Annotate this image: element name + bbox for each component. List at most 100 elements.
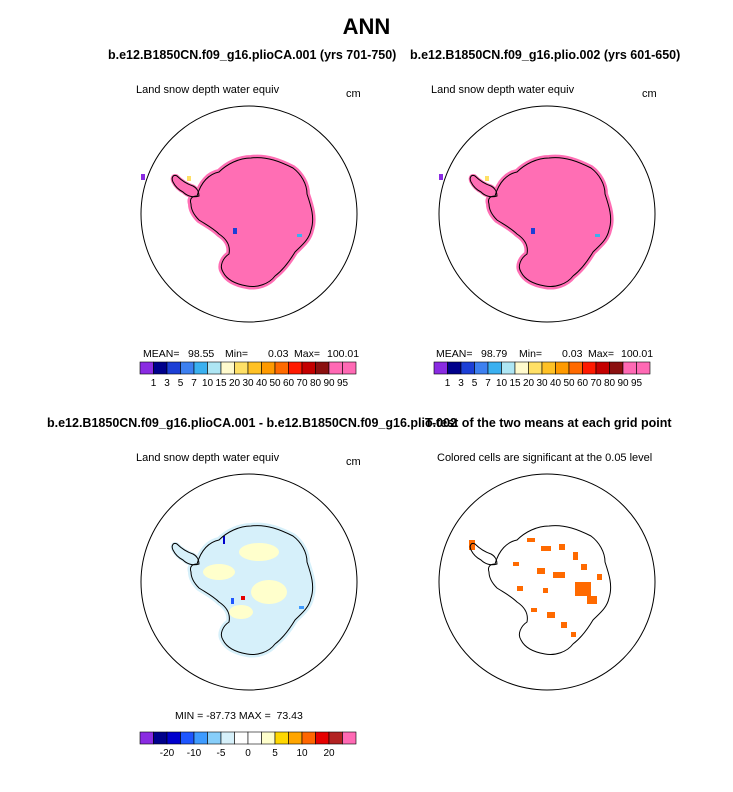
panel1-field — [141, 158, 313, 287]
panel2-colorbar-tick-label: 95 — [631, 378, 643, 389]
panel1-colorbar-swatch — [220, 361, 235, 375]
panel2-colorbar-swatch — [609, 361, 624, 375]
panel1-units: cm — [346, 88, 361, 100]
panel2-colorbar: 1 3 5 7 10 15 20 30 40 50 60 70 80 90 95 — [433, 361, 651, 389]
panel1-colorbar-tick-label: 30 — [242, 378, 254, 389]
panel2-colorbar-swatch — [541, 361, 556, 375]
panel1-colorbar-swatch — [139, 361, 154, 375]
panel1-mean-label: MEAN= — [143, 348, 180, 360]
panel3-colorbar-swatch — [166, 731, 181, 745]
panel1-colorbar-tick-label: 1 — [151, 378, 157, 389]
panel2-colorbar-tick-label: 5 — [472, 378, 478, 389]
panel2-colorbar-tick-label: 30 — [536, 378, 548, 389]
panel3-colorbar-tick-label: 0 — [245, 748, 251, 759]
panel2-colorbar-swatch — [555, 361, 570, 375]
panel3-colorbar-swatch — [328, 731, 343, 745]
panel2-colorbar-tick-label: 1 — [445, 378, 451, 389]
panel3-colorbar-swatch — [301, 731, 316, 745]
panel1-colorbar-tick-label: 90 — [323, 378, 335, 389]
panel1-colorbar-swatch — [207, 361, 222, 375]
panel3-units: cm — [346, 456, 361, 468]
panel3-colorbar-tick-label: -20 — [160, 748, 175, 759]
panel1-colorbar-tick-label: 5 — [178, 378, 184, 389]
panel1-colorbar-swatch — [342, 361, 357, 375]
panel3-colorbar-swatch — [342, 731, 357, 745]
panel2-colorbar-swatch — [568, 361, 583, 375]
panel2-colorbar-tick-label: 60 — [577, 378, 589, 389]
panel1-colorbar-swatch — [315, 361, 330, 375]
panel1-min-value: 0.03 — [268, 348, 289, 360]
panel3-colorbar-swatch — [220, 731, 235, 745]
panel1-colorbar-swatch — [301, 361, 316, 375]
panel1-min-label: Min= — [225, 348, 249, 360]
panel2-colorbar-swatch — [447, 361, 462, 375]
panel1-colorbar-tick-label: 50 — [269, 378, 281, 389]
panel3-colorbar-swatch — [288, 731, 303, 745]
panel1-colorbar-swatch — [193, 361, 208, 375]
panel2-colorbar-tick-label: 80 — [604, 378, 616, 389]
panel4-map — [438, 473, 656, 691]
panel2-colorbar-swatch — [582, 361, 597, 375]
figure-title: ANN — [342, 14, 391, 39]
panel3-colorbar-swatch — [193, 731, 208, 745]
panel2-colorbar-tick-label: 7 — [485, 378, 491, 389]
panel1-colorbar-swatch — [234, 361, 249, 375]
panel2-units: cm — [642, 88, 657, 100]
panel3-colorbar-tick-label: -5 — [217, 748, 226, 759]
panel3-stats: MIN = -87.73 MAX = 73.43 — [175, 710, 303, 722]
panel1-colorbar-tick-label: 7 — [191, 378, 197, 389]
panel2-mean-value: 98.79 — [481, 348, 508, 360]
panel2-field — [439, 158, 611, 287]
panel1-colorbar-tick-label: 70 — [296, 378, 308, 389]
panel1-colorbar-swatch — [153, 361, 168, 375]
panel3-colorbar-swatch — [274, 731, 289, 745]
panel1-colorbar-tick-label: 3 — [164, 378, 170, 389]
panel3-colorbar-swatch — [315, 731, 330, 745]
panel3-field — [170, 526, 312, 655]
panel1-max-value: 100.01 — [327, 348, 360, 360]
panel3-colorbar-tick-label: 10 — [296, 748, 308, 759]
panel3-colorbar-tick-label: 20 — [323, 748, 335, 759]
panel2-colorbar-tick-label: 70 — [590, 378, 602, 389]
panel1-colorbar-swatch — [180, 361, 195, 375]
panel1-colorbar-tick-label: 60 — [283, 378, 295, 389]
panel2-map — [438, 105, 656, 323]
panel1-colorbar-swatch — [328, 361, 343, 375]
panel2-min-label: Min= — [519, 348, 543, 360]
panel1-colorbar-swatch — [274, 361, 289, 375]
panel2-colorbar-tick-label: 20 — [523, 378, 535, 389]
panel3-colorbar-swatch — [207, 731, 222, 745]
panel2-colorbar-tick-label: 50 — [563, 378, 575, 389]
panel1-colorbar: 1 3 5 7 10 15 20 30 40 50 60 70 80 90 95 — [139, 361, 357, 389]
panel2-mean-label: MEAN= — [436, 348, 473, 360]
panel2-colorbar-swatch — [487, 361, 502, 375]
panel1-colorbar-tick-label: 40 — [256, 378, 268, 389]
panel2-colorbar-tick-label: 90 — [617, 378, 629, 389]
panel2-colorbar-swatch — [460, 361, 475, 375]
panel3-colorbar-swatch — [247, 731, 262, 745]
panel1-colorbar-swatch — [288, 361, 303, 375]
panel2-colorbar-tick-label: 15 — [509, 378, 521, 389]
panel2-colorbar-swatch — [528, 361, 543, 375]
panel3-colorbar-tick-label: 5 — [272, 748, 278, 759]
panel1-colorbar-swatch — [166, 361, 181, 375]
panel3-title: b.e12.B1850CN.f09_g16.plioCA.001 - b.e12… — [47, 416, 457, 430]
panel1-colorbar-tick-label: 20 — [229, 378, 241, 389]
panel2-variable: Land snow depth water equiv — [431, 84, 575, 96]
panel3-variable: Land snow depth water equiv — [136, 452, 280, 464]
panel2-colorbar-swatch — [501, 361, 516, 375]
panel2-title: b.e12.B1850CN.f09_g16.plio.002 (yrs 601-… — [410, 48, 681, 62]
panel3-map — [140, 473, 358, 691]
panel3-colorbar-swatch — [153, 731, 168, 745]
panel1-colorbar-tick-label: 80 — [310, 378, 322, 389]
panel4-variable: Colored cells are significant at the 0.0… — [437, 452, 653, 464]
panel2-colorbar-swatch — [433, 361, 448, 375]
panel3-colorbar-tick-label: -10 — [187, 748, 202, 759]
panel1-colorbar-tick-label: 95 — [337, 378, 349, 389]
panel4-title: T-test of the two means at each grid poi… — [425, 416, 672, 430]
panel1-map — [140, 105, 358, 323]
panel2-colorbar-swatch — [474, 361, 489, 375]
panel2-colorbar-tick-label: 3 — [458, 378, 464, 389]
panel3-colorbar-swatch — [180, 731, 195, 745]
